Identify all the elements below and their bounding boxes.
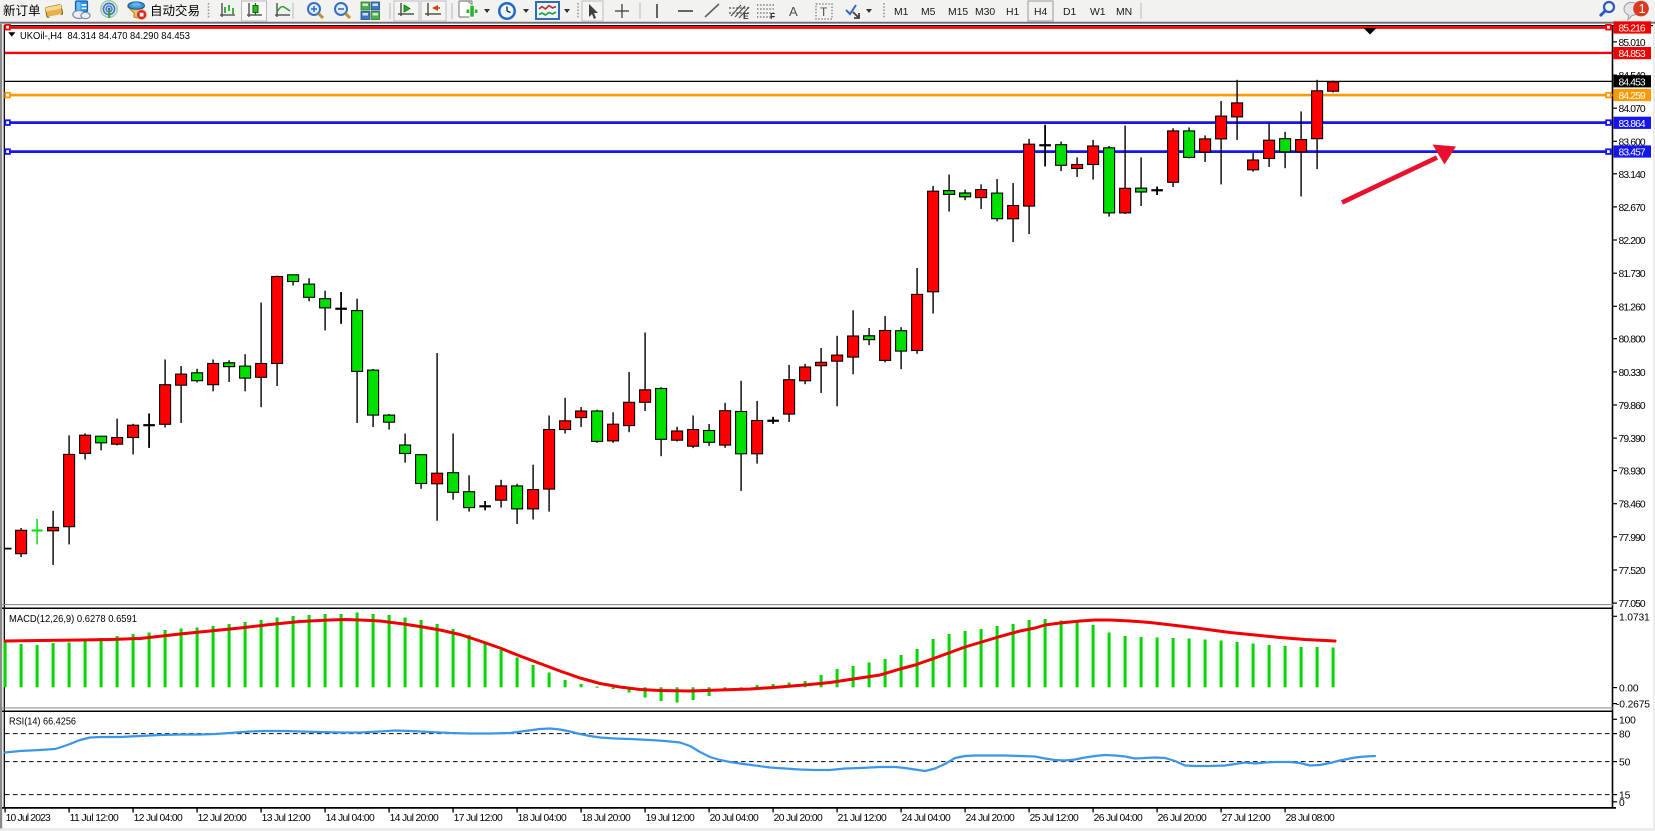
svg-text:12 Jul 20:00: 12 Jul 20:00 xyxy=(198,813,247,824)
svg-text:19 Jul 12:00: 19 Jul 12:00 xyxy=(646,813,695,824)
svg-text:78.930: 78.930 xyxy=(1619,467,1646,478)
svg-text:83.457: 83.457 xyxy=(1619,148,1646,159)
svg-text:自动交易: 自动交易 xyxy=(150,3,200,18)
svg-text:78.460: 78.460 xyxy=(1619,500,1646,511)
svg-text:27 Jul 12:00: 27 Jul 12:00 xyxy=(1222,813,1271,824)
svg-text:RSI(14) 66.4256: RSI(14) 66.4256 xyxy=(9,716,76,727)
svg-text:A: A xyxy=(789,4,798,19)
svg-text:77.520: 77.520 xyxy=(1619,566,1646,577)
svg-text:W1: W1 xyxy=(1090,7,1106,18)
svg-text:H4: H4 xyxy=(1034,7,1048,18)
svg-text:10 Jul 2023: 10 Jul 2023 xyxy=(6,813,51,824)
svg-text:84.453: 84.453 xyxy=(1619,77,1646,88)
svg-text:D1: D1 xyxy=(1063,7,1077,18)
svg-text:1: 1 xyxy=(1639,2,1646,16)
svg-text:100: 100 xyxy=(1619,715,1636,726)
svg-text:11 Jul 12:00: 11 Jul 12:00 xyxy=(70,813,119,824)
svg-text:26 Jul 20:00: 26 Jul 20:00 xyxy=(1158,813,1207,824)
svg-text:83.140: 83.140 xyxy=(1619,170,1646,181)
svg-text:18 Jul 20:00: 18 Jul 20:00 xyxy=(582,813,631,824)
svg-text:84.259: 84.259 xyxy=(1619,91,1646,102)
svg-text:M5: M5 xyxy=(921,7,936,18)
svg-text:80.800: 80.800 xyxy=(1619,335,1646,346)
svg-text:81.730: 81.730 xyxy=(1619,269,1646,280)
svg-text:28 Jul 08:00: 28 Jul 08:00 xyxy=(1286,813,1335,824)
svg-text:M15: M15 xyxy=(948,7,968,18)
svg-text:MACD(12,26,9) 0.6278 0.6591: MACD(12,26,9) 0.6278 0.6591 xyxy=(9,614,137,625)
svg-text:T: T xyxy=(820,5,828,19)
svg-text:82.200: 82.200 xyxy=(1619,236,1646,247)
svg-text:M1: M1 xyxy=(894,7,909,18)
svg-text:14 Jul 04:00: 14 Jul 04:00 xyxy=(326,813,375,824)
svg-text:20 Jul 20:00: 20 Jul 20:00 xyxy=(774,813,823,824)
svg-text:80.330: 80.330 xyxy=(1619,368,1646,379)
svg-text:83.600: 83.600 xyxy=(1619,137,1646,148)
svg-text:85.216: 85.216 xyxy=(1619,24,1646,35)
svg-text:80: 80 xyxy=(1619,730,1631,741)
svg-text:82.670: 82.670 xyxy=(1619,203,1646,214)
svg-text:0.00: 0.00 xyxy=(1619,684,1639,695)
svg-text:21 Jul 12:00: 21 Jul 12:00 xyxy=(838,813,887,824)
svg-text:84.070: 84.070 xyxy=(1619,104,1646,115)
svg-text:F: F xyxy=(770,11,775,21)
svg-text:20 Jul 04:00: 20 Jul 04:00 xyxy=(710,813,759,824)
svg-text:77.990: 77.990 xyxy=(1619,533,1646,544)
svg-text:UKOil-,H4 84.314 84.470 84.29: UKOil-,H4 84.314 84.470 84.290 84.453 xyxy=(20,31,190,42)
svg-text:79.390: 79.390 xyxy=(1619,434,1646,445)
svg-text:83.864: 83.864 xyxy=(1619,119,1646,130)
svg-text:MN: MN xyxy=(1116,7,1132,18)
svg-text:H1: H1 xyxy=(1006,7,1020,18)
svg-text:0: 0 xyxy=(1619,798,1625,809)
svg-text:77.050: 77.050 xyxy=(1619,599,1646,610)
svg-text:13 Jul 12:00: 13 Jul 12:00 xyxy=(262,813,311,824)
svg-text:1.0731: 1.0731 xyxy=(1619,612,1650,623)
svg-text:12 Jul 04:00: 12 Jul 04:00 xyxy=(134,813,183,824)
svg-text:15: 15 xyxy=(1619,791,1631,802)
svg-text:E: E xyxy=(743,11,749,21)
svg-text:新订单: 新订单 xyxy=(3,3,41,18)
svg-text:85.010: 85.010 xyxy=(1619,38,1646,49)
svg-text:M30: M30 xyxy=(975,7,995,18)
svg-text:-0.2675: -0.2675 xyxy=(1616,700,1650,711)
svg-text:25 Jul 12:00: 25 Jul 12:00 xyxy=(1030,813,1079,824)
svg-text:79.860: 79.860 xyxy=(1619,401,1646,412)
svg-text:24 Jul 04:00: 24 Jul 04:00 xyxy=(902,813,951,824)
svg-text:50: 50 xyxy=(1619,758,1631,769)
svg-text:81.260: 81.260 xyxy=(1619,302,1646,313)
svg-text:84.853: 84.853 xyxy=(1619,49,1646,60)
svg-text:18 Jul 04:00: 18 Jul 04:00 xyxy=(518,813,567,824)
svg-text:24 Jul 20:00: 24 Jul 20:00 xyxy=(966,813,1015,824)
svg-text:14 Jul 20:00: 14 Jul 20:00 xyxy=(390,813,439,824)
svg-text:17 Jul 12:00: 17 Jul 12:00 xyxy=(454,813,503,824)
svg-text:26 Jul 04:00: 26 Jul 04:00 xyxy=(1094,813,1143,824)
